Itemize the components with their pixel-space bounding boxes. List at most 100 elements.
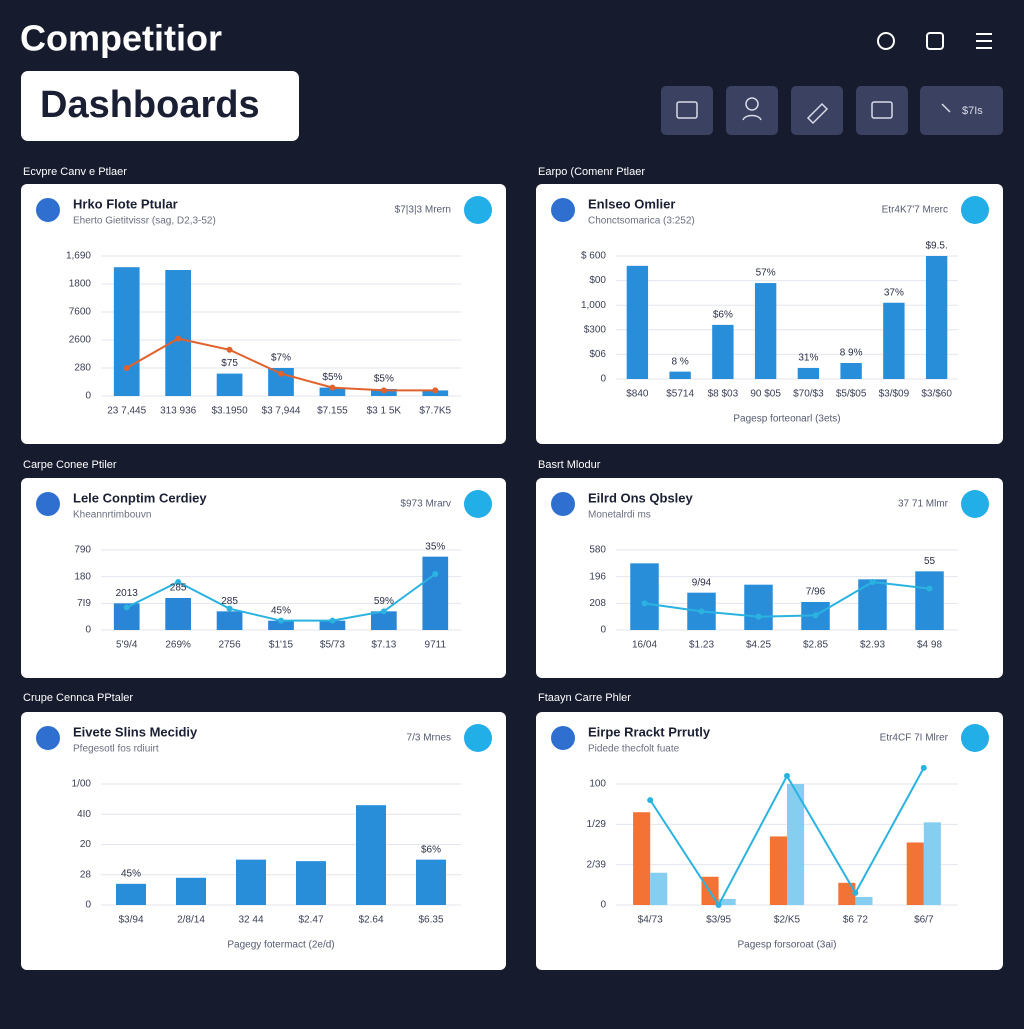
x-tick-label: $3/$60 [921, 389, 952, 400]
card-icon [551, 492, 575, 516]
card-action[interactable] [961, 196, 989, 224]
bar [296, 861, 326, 905]
tool-button[interactable] [791, 86, 843, 135]
line-point [647, 797, 654, 804]
card-action[interactable] [464, 490, 492, 518]
y-tick-label: 0 [600, 625, 606, 636]
y-tick-label: $ 600 [581, 251, 606, 262]
x-tick-label: 313 936 [160, 406, 197, 417]
line-point [852, 889, 859, 896]
expand-icon[interactable] [926, 32, 944, 50]
card-icon [36, 198, 60, 222]
line-series [644, 580, 930, 618]
tool-label: $7Is [962, 105, 983, 117]
x-tick-label: $3/94 [118, 915, 143, 926]
card-meta: Etr4K7'7 Mrerc [882, 205, 948, 216]
x-tick-label: 2756 [218, 640, 241, 651]
bar-label: 31% [798, 353, 818, 364]
tool-button[interactable] [856, 86, 908, 135]
card-subtitle: Monetalrdi ms [588, 510, 651, 521]
top-icons [877, 32, 992, 50]
tool-button[interactable] [920, 86, 1003, 135]
card-action[interactable] [961, 490, 989, 518]
bar [718, 898, 736, 905]
bar [906, 842, 924, 905]
bar [754, 283, 777, 379]
bar-label: 57% [756, 268, 776, 279]
card-action[interactable] [464, 196, 492, 224]
x-tick-label: $840 [626, 389, 649, 400]
menu-icon[interactable] [976, 33, 992, 49]
y-tick-label: $06 [589, 349, 606, 360]
card-action[interactable] [464, 724, 492, 752]
line-point [432, 571, 439, 577]
x-tick-label: $3/95 [706, 915, 731, 926]
y-tick-label: 0 [600, 900, 606, 911]
x-tick-label: $2.64 [358, 915, 383, 926]
line-point [278, 617, 284, 624]
bar-label: 45% [271, 605, 291, 616]
bar-label: $5% [374, 374, 394, 385]
bar-label: 2013 [116, 588, 139, 599]
y-tick-label: 180 [74, 571, 91, 582]
card-title: Eirpe Rrackt Prrutly [588, 724, 711, 739]
card-icon [36, 726, 60, 750]
line-point [329, 384, 336, 391]
card-meta: $7|3|3 Mrern [395, 205, 451, 216]
bar-label: 285 [221, 596, 238, 607]
line-point [698, 608, 705, 615]
x-tick-label: $6.35 [418, 915, 443, 926]
line-point [812, 612, 819, 619]
bar [371, 611, 397, 630]
bar [216, 373, 243, 396]
line-point [432, 387, 439, 394]
card-meta: $973 Mrarv [400, 499, 451, 510]
x-tick-label: $1'15 [269, 640, 294, 651]
x-tick-label: $7.7K5 [419, 406, 451, 417]
card [21, 184, 506, 444]
x-tick-label: $4.25 [746, 640, 771, 651]
card-title: Eivete Slins Mecidiy [73, 724, 198, 739]
bar [712, 324, 734, 379]
x-tick-label: 269% [165, 640, 191, 651]
y-tick-label: 196 [589, 571, 606, 582]
bar-label: 59% [374, 596, 394, 607]
y-tick-label: 580 [589, 545, 606, 556]
card-action[interactable] [961, 724, 989, 752]
y-tick-label: 0 [85, 900, 91, 911]
bar [769, 836, 787, 905]
bar [216, 611, 243, 630]
bar-label: $6% [421, 844, 441, 855]
bar [268, 620, 294, 630]
settings-icon[interactable] [877, 32, 895, 50]
bar-label: 55 [924, 556, 936, 567]
bar [113, 267, 140, 396]
bar [669, 371, 691, 379]
bar-label: 8 9% [840, 348, 863, 359]
x-tick-label: $5714 [666, 389, 694, 400]
line-point [715, 902, 722, 908]
bar-label: $5% [322, 372, 342, 383]
line-point [784, 772, 790, 779]
x-tick-label: $2.93 [860, 640, 885, 651]
bar [319, 387, 346, 396]
badge-title: Dashboards [40, 84, 260, 126]
bar [356, 805, 386, 905]
tool-button[interactable] [661, 86, 713, 135]
y-tick-label: 20 [80, 839, 92, 850]
card-meta: 37 71 Mlmr [898, 499, 949, 510]
y-tick-label: 280 [74, 363, 91, 374]
bar-label: $6% [713, 310, 733, 321]
bar-label: 37% [884, 287, 904, 298]
card-icon [36, 492, 60, 516]
badge-box [21, 71, 299, 141]
x-tick-label: 5'9/4 [116, 640, 138, 651]
bar-label: $7% [271, 353, 291, 364]
x-tick-label: 2/8/14 [177, 915, 205, 926]
x-tick-label: $3 1 5K [367, 406, 402, 417]
bar-label: $9.5. [926, 241, 948, 252]
x-tick-label: $3 7,944 [262, 406, 301, 417]
x-tick-label: $4/73 [638, 915, 663, 926]
y-tick-label: 100 [589, 779, 606, 790]
